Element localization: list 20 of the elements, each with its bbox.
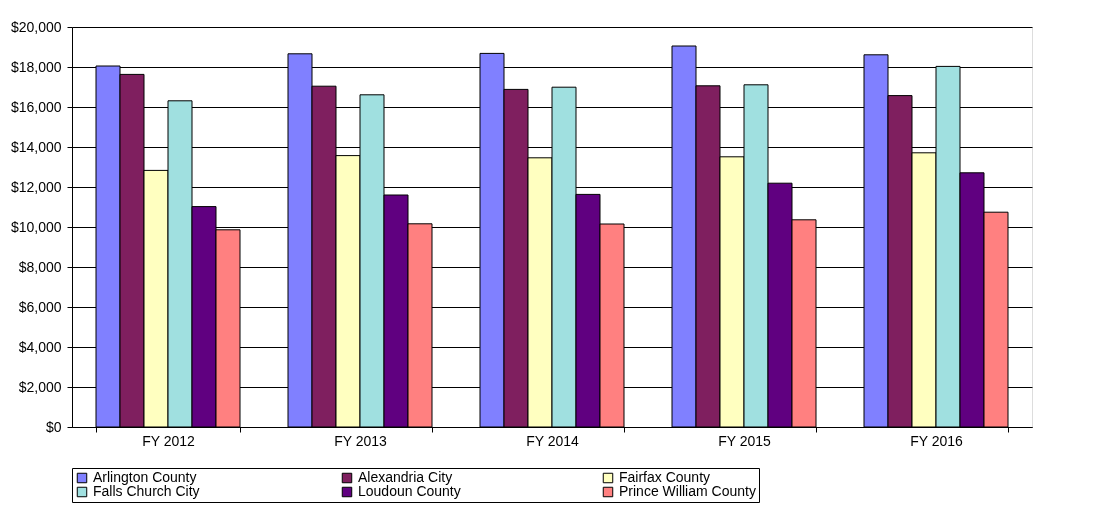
y-tick-label: $20,000 xyxy=(10,18,62,35)
x-tick-label: FY 2015 xyxy=(718,432,772,449)
legend-label: Alexandria City xyxy=(358,469,453,485)
x-tick-label: FY 2014 xyxy=(526,432,580,449)
legend-label: Arlington County xyxy=(93,469,197,485)
x-tick-label: FY 2012 xyxy=(142,432,196,449)
y-tick-label: $2,000 xyxy=(18,378,62,395)
y-tick-label: $4,000 xyxy=(18,338,62,355)
y-tick-label: $10,000 xyxy=(10,218,62,235)
y-tick-label: $6,000 xyxy=(18,298,62,315)
legend-label: Prince William County xyxy=(619,483,756,499)
x-tick-label: FY 2016 xyxy=(910,432,964,449)
y-tick-label: $0 xyxy=(45,418,62,435)
legend-label: Fairfax County xyxy=(619,469,711,485)
y-tick-label: $18,000 xyxy=(10,58,62,75)
x-tick-label: FY 2013 xyxy=(334,432,388,449)
y-tick-label: $14,000 xyxy=(10,138,62,155)
y-tick-label: $12,000 xyxy=(10,178,62,195)
y-tick-label: $8,000 xyxy=(18,258,62,275)
y-tick-label: $16,000 xyxy=(10,98,62,115)
